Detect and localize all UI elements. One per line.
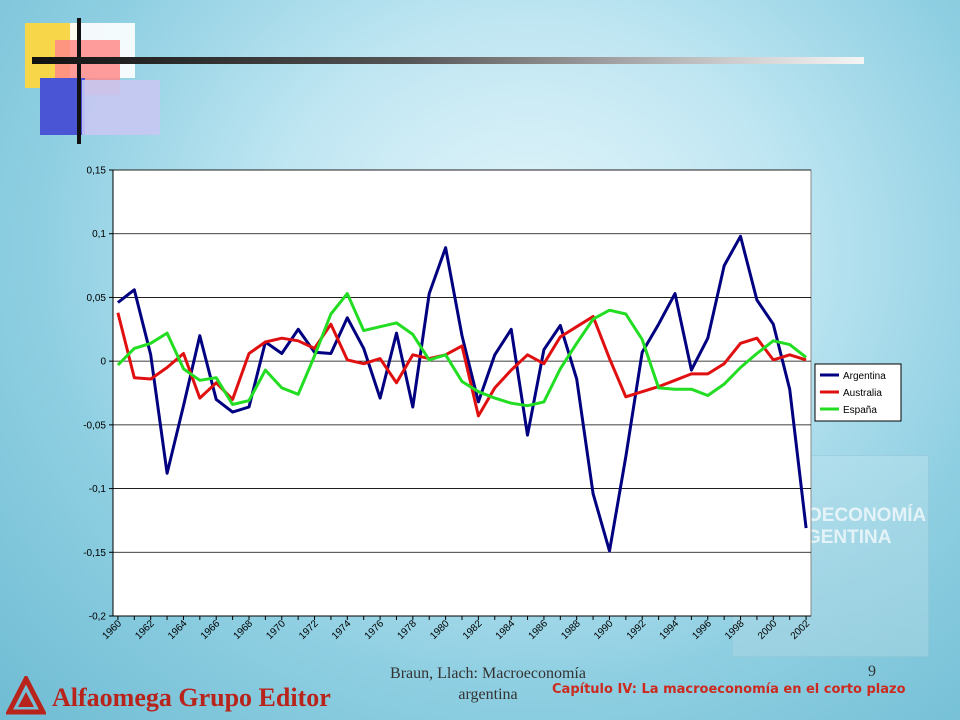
x-tick-label: 2002 — [789, 618, 813, 642]
x-tick-label: 1980 — [428, 618, 452, 642]
x-tick-label: 1976 — [363, 618, 387, 642]
x-tick-label: 1982 — [461, 618, 485, 642]
publisher-logo-icon — [6, 676, 46, 715]
deco-horizontal-line — [32, 57, 864, 64]
deco-vertical-line — [77, 18, 81, 144]
footer-author: Braun, Llach: Macroeconomía argentina — [390, 665, 586, 703]
legend-label: Australia — [843, 388, 882, 399]
x-tick-label: 1978 — [395, 618, 419, 642]
y-tick-label: 0,1 — [92, 229, 106, 240]
series-line-argentina — [116, 234, 808, 553]
y-tick-label: -0,15 — [83, 548, 106, 559]
y-tick-label: -0,1 — [89, 484, 107, 495]
legend: Argentina Australia España — [814, 363, 902, 422]
y-tick-label: 0,15 — [87, 166, 107, 177]
x-tick-label: 1998 — [723, 618, 747, 642]
x-tick-label: 1994 — [658, 618, 682, 642]
y-axis-ticks: 0,15 0,1 0,05 0 -0,05 -0,1 -0,15 -0,2 — [83, 166, 113, 623]
x-tick-label: 1996 — [690, 618, 714, 642]
legend-label: Argentina — [843, 371, 886, 382]
x-tick-label: 1964 — [166, 618, 190, 642]
x-tick-label: 1988 — [559, 618, 583, 642]
y-tick-label: -0,2 — [89, 612, 107, 623]
x-tick-label: 1968 — [232, 618, 256, 642]
series-line-españa — [116, 292, 808, 408]
y-tick-label: -0,05 — [83, 420, 106, 431]
x-tick-label: 1992 — [625, 618, 649, 642]
deco-square-lavender — [82, 80, 160, 135]
y-tick-label: 0,05 — [87, 293, 107, 304]
x-tick-label: 1972 — [297, 618, 321, 642]
x-tick-label: 1962 — [133, 618, 157, 642]
x-tick-label: 1986 — [527, 618, 551, 642]
series-lines — [116, 234, 808, 553]
publisher-name: Alfaomega Grupo Editor — [52, 683, 331, 712]
x-tick-label: 1974 — [330, 618, 354, 642]
x-tick-label: 1984 — [494, 618, 518, 642]
legend-label: España — [843, 405, 877, 416]
x-tick-label: 2000 — [756, 618, 780, 642]
plot-area — [112, 169, 812, 617]
page-number: 9 — [868, 663, 876, 680]
x-tick-label: 1990 — [592, 618, 616, 642]
x-tick-label: 1966 — [199, 618, 223, 642]
x-tick-label: 1970 — [264, 618, 288, 642]
y-tick-label: 0 — [100, 357, 106, 368]
series-line-australia — [116, 312, 807, 418]
chapter-title: Capítulo IV: La macroeconomía en el cort… — [552, 682, 906, 697]
